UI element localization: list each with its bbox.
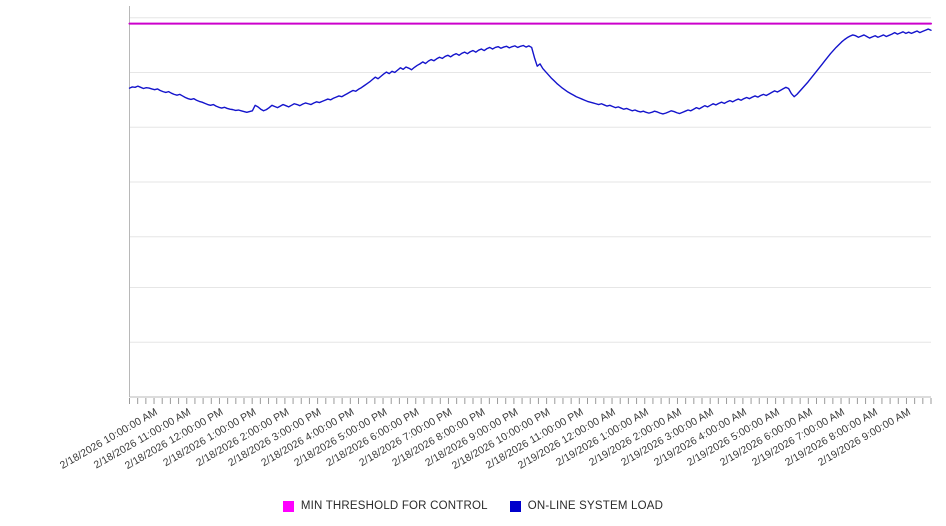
series-line-1 (128, 28, 932, 115)
legend-item-on-line-system-load[interactable]: ON-LINE SYSTEM LOAD (509, 500, 664, 512)
x-axis-minor-ticks (129, 398, 932, 404)
legend-swatch-on-line-system-load (509, 500, 521, 512)
axis-lines (129, 6, 931, 398)
chart-legend: MIN THRESHOLD FOR CONTROL ON-LINE SYSTEM… (0, 496, 946, 516)
chart-plot-area (128, 6, 932, 404)
legend-swatch-min-threshold-for-control (282, 500, 294, 512)
legend-item-min-threshold-for-control[interactable]: MIN THRESHOLD FOR CONTROL (282, 500, 488, 512)
legend-label-min-threshold-for-control: MIN THRESHOLD FOR CONTROL (300, 500, 488, 512)
legend-label-on-line-system-load: ON-LINE SYSTEM LOAD (527, 500, 664, 512)
data-series-lines (128, 22, 932, 115)
x-axis-tick-labels: 2/18/2026 10:00:00 AM 2/18/2026 11:00:00 … (0, 400, 946, 490)
gridlines (129, 17, 931, 343)
